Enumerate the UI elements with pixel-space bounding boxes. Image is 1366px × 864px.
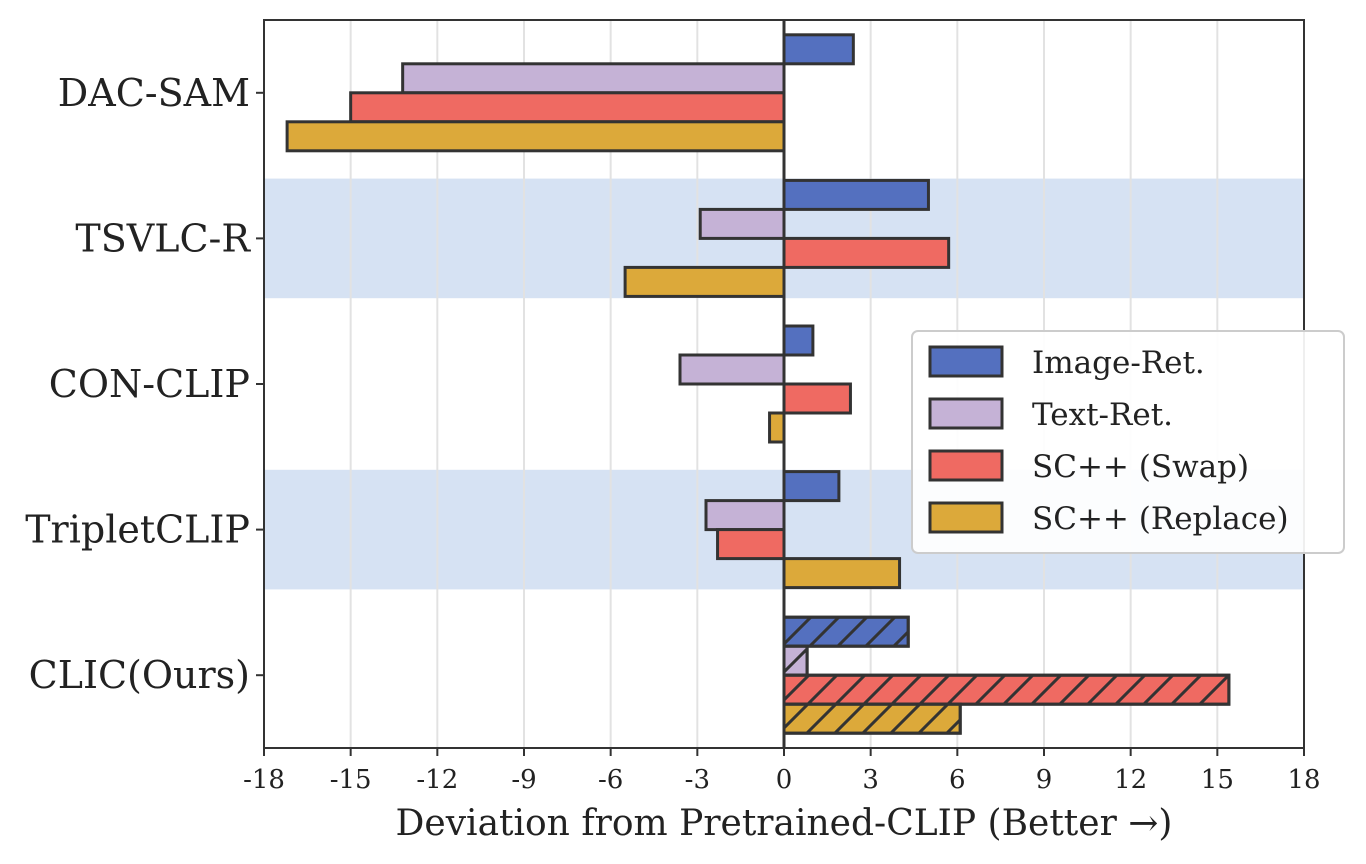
x-tick-label: -15 [330,765,372,795]
bar [349,91,786,124]
bar-hatch [782,673,1231,706]
x-tick-label: 3 [862,765,879,795]
legend-label: SC++ (Replace) [1032,501,1289,537]
bar-hatch [782,644,809,677]
category-label: CON-CLIP [49,362,250,406]
bar [782,178,930,211]
x-tick-label: -18 [243,765,285,795]
x-tick-label: -3 [685,765,710,795]
x-tick-label: -6 [598,765,623,795]
bar [782,382,852,415]
category-labels: DAC-SAM TSVLC-R CON-CLIP TripletCLIP CLIC(Ou… [25,71,264,697]
bar [782,324,815,357]
bar [704,499,786,532]
legend-swatch [928,449,1004,482]
x-tick-label: -12 [416,765,458,795]
category-label: CLIC(Ours) [29,653,250,697]
x-tick-label: 0 [776,765,793,795]
legend-box [911,330,1345,554]
bar-hatch [782,702,962,735]
x-tick-label: 15 [1201,765,1234,795]
bar-hatch [782,615,910,648]
bar [678,353,786,386]
x-axis-title: Deviation from Pretrained-CLIP (Better →… [396,803,1173,844]
legend-label: Image-Ret. [1032,345,1205,381]
legend-label: Text-Ret. [1032,397,1173,433]
x-tick-label: -9 [511,765,536,795]
legend-swatch [928,345,1004,378]
bar [782,557,902,590]
bar [285,120,786,153]
x-tick-label: 12 [1114,765,1147,795]
category-label: TripletCLIP [25,508,250,552]
x-tick-label: 9 [1036,765,1053,795]
bar [782,33,855,66]
legend-swatch [928,397,1004,430]
bar [768,411,786,444]
bars [285,33,1231,735]
legend-swatch [928,501,1004,534]
bar [623,265,786,298]
bar [401,62,786,95]
category-label: DAC-SAM [58,71,250,115]
x-tick-label: 6 [949,765,966,795]
legend: Image-Ret. Text-Ret. SC++ (Swap) SC++ (Repl… [911,330,1345,554]
category-label: TSVLC-R [75,216,251,260]
bar [782,236,951,269]
bar [716,528,786,561]
bar [782,470,841,503]
legend-label: SC++ (Swap) [1032,449,1249,485]
x-ticks: -18 -15 -12 -9 -6 -3 0 3 6 9 12 15 18 [243,748,1321,795]
x-tick-label: 18 [1287,765,1320,795]
bar [698,207,786,240]
